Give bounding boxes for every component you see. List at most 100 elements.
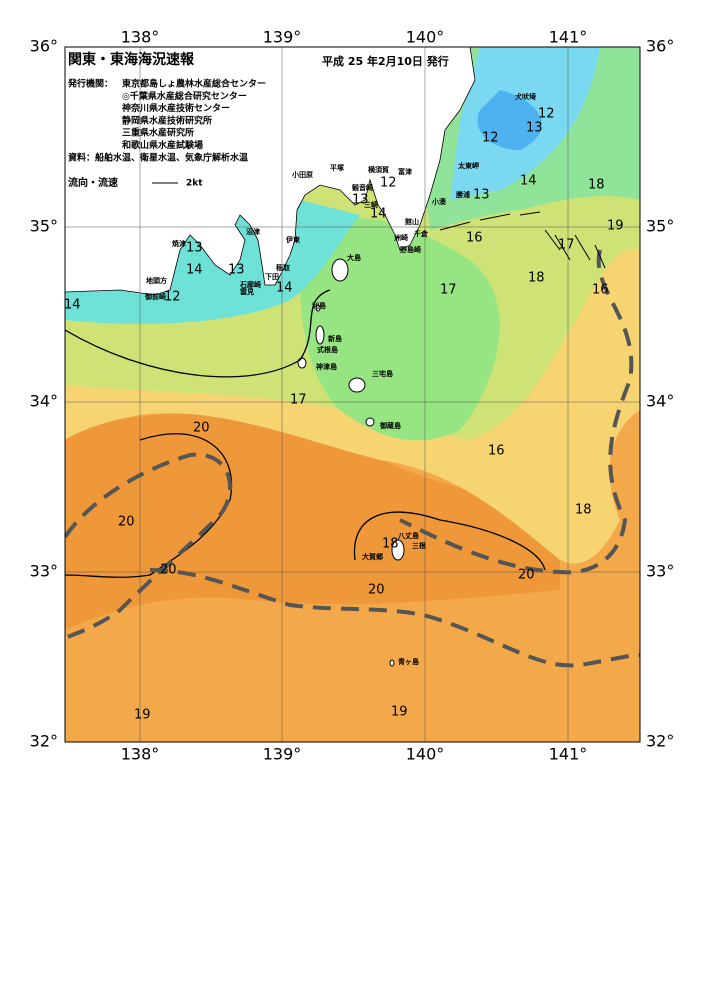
contour-label: 18 (382, 537, 399, 552)
sea-12c (477, 90, 542, 150)
current-arrows (439, 211, 606, 269)
place-name: 洲崎 (394, 233, 408, 242)
islands (297, 258, 405, 667)
lat-label: 34° (646, 392, 674, 411)
contour-label: 19 (607, 219, 624, 234)
lon-label: 140° (406, 28, 445, 47)
place-name: 館山 (405, 217, 419, 226)
contour-label: 12 (482, 131, 499, 146)
place-name: 犬吠埼 (515, 92, 536, 101)
place-name: 地頭方 (146, 276, 167, 285)
sea-temperature-map (65, 47, 640, 742)
contour-label: 16 (466, 231, 483, 246)
contour-label: 14 (520, 174, 537, 189)
publisher: 和歌山県水産試験場 (121, 139, 203, 151)
publisher: 三重県水産研究所 (122, 127, 194, 139)
place-name: 三宅島 (372, 369, 393, 378)
lat-label: 36° (30, 37, 58, 56)
place-name: 青ヶ島 (398, 657, 419, 666)
place-name: 三根 (412, 541, 426, 550)
lon-label: 138° (121, 28, 160, 47)
publisher: ◎千葉県水産総合研究センター (122, 90, 247, 102)
lon-label: 139° (263, 28, 302, 47)
place-name: 太東岬 (458, 161, 479, 170)
kuroshio-axis (65, 249, 640, 668)
place-name: 新島 (328, 334, 342, 343)
contour-label: 13 (186, 241, 203, 256)
place-name: 千倉 (414, 229, 429, 238)
lat-label: 32° (646, 732, 674, 751)
place-name: 御前崎 (144, 292, 166, 301)
contour-label: 13 (352, 193, 369, 208)
land (65, 47, 476, 296)
place-name: 小湊 (431, 197, 447, 206)
lat-label: 32° (30, 732, 58, 751)
issue-date: 平成 25 年2月10日 発行 (322, 54, 449, 68)
place-name: 式根島 (317, 345, 338, 354)
contour-label: 18 (588, 178, 605, 193)
place-name: 雲見 (240, 287, 254, 296)
lat-label: 36° (646, 37, 674, 56)
place-name: 八丈島 (397, 531, 419, 540)
contour-label: 16 (488, 444, 505, 459)
place-name: 伊東 (285, 235, 301, 244)
contour-label: 13 (228, 263, 245, 278)
place-name: 小田原 (291, 170, 313, 179)
place-name: 三崎 (364, 200, 378, 209)
place-name: 御蔵島 (379, 421, 401, 430)
contour-label: 12 (380, 176, 397, 191)
contour-label: 13 (473, 188, 490, 203)
contour-label: 12 (538, 107, 555, 122)
contour-label: 14 (276, 281, 293, 296)
place-name: 大島 (347, 253, 361, 262)
lat-label: 33° (646, 562, 674, 581)
contour-label: 14 (186, 263, 203, 278)
contour-label: 19 (391, 705, 408, 720)
lat-label: 35° (30, 217, 58, 236)
contour-label: 16 (592, 283, 609, 298)
contour-label: 14 (370, 207, 387, 222)
contour-label: 20 (160, 563, 177, 578)
lon-label: 141° (549, 745, 588, 764)
contour-label: 19 (134, 708, 151, 723)
contour-label: 17 (558, 238, 575, 253)
graticule (65, 47, 640, 742)
contour-label: 17 (440, 283, 457, 298)
contour-label: 17 (290, 393, 307, 408)
current-label: 流向・流速 (68, 176, 118, 189)
publisher: 静岡県水産技術研究所 (122, 114, 212, 126)
contour-label: 12 (164, 290, 181, 305)
contour-label: 14 (64, 298, 81, 313)
place-name: 野島崎 (400, 245, 421, 254)
isotherms (65, 289, 546, 578)
contour-label: 13 (526, 121, 543, 136)
place-name: 富津 (398, 167, 412, 176)
lat-label: 33° (30, 562, 58, 581)
current-scale: 2kt (186, 179, 203, 189)
lat-label: 35° (646, 217, 674, 236)
contour-label: 20 (193, 421, 210, 436)
lon-label: 141° (549, 28, 588, 47)
contour-label: 20 (118, 515, 135, 530)
place-name: 横須賀 (368, 165, 389, 174)
place-name: 稲取 (276, 263, 291, 272)
publisher-label: 発行機関： (67, 78, 113, 90)
place-name: 焼津 (172, 239, 186, 248)
title: 関東・東海海況速報 (68, 51, 195, 68)
lon-label: 140° (406, 745, 445, 764)
place-name: 神津島 (316, 362, 337, 371)
place-name: 平塚 (330, 163, 344, 172)
place-name: 勝浦 (456, 190, 470, 199)
lon-label: 139° (263, 745, 302, 764)
contour-label: 20 (518, 568, 535, 583)
place-name: 観音崎 (352, 183, 373, 192)
lat-label: 34° (30, 392, 58, 411)
place-name: 沼津 (246, 227, 260, 236)
place-name: 下田 (265, 273, 279, 281)
contour-label: 18 (528, 271, 545, 286)
contour-label: 18 (575, 503, 592, 518)
place-name: 利島 (312, 301, 326, 310)
publisher: 神奈川県水産技術センター (122, 102, 230, 114)
lon-label: 138° (121, 745, 160, 764)
